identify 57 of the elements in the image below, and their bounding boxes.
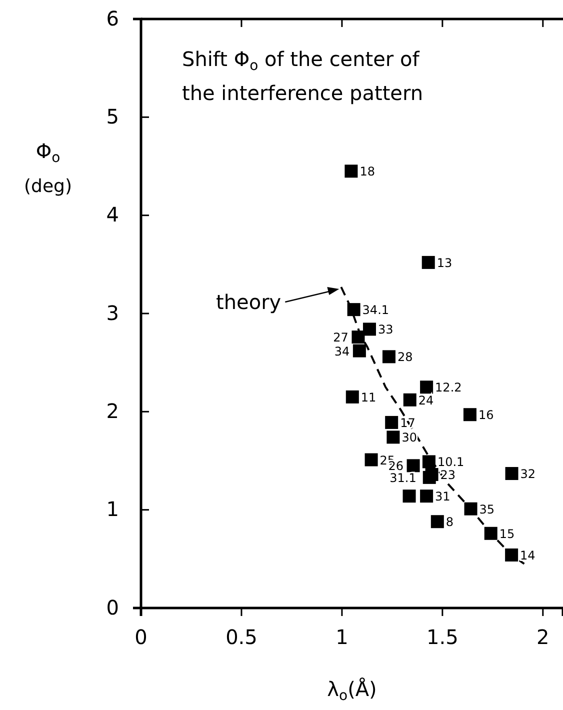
annotation: 18	[360, 164, 375, 179]
point	[385, 416, 398, 429]
y-tick-label: 5	[106, 104, 119, 129]
point	[420, 380, 434, 394]
annotation: theory	[216, 290, 282, 314]
annotation: 24	[418, 393, 434, 408]
y-tick-label: 0	[106, 595, 119, 620]
x-tick-label: 1.5	[426, 625, 458, 650]
y-tick-label: 1	[106, 497, 119, 522]
annotation: 31	[435, 490, 450, 504]
annotation: 10.1	[437, 455, 464, 470]
x-tick-label: 0	[134, 625, 148, 650]
annotation: 16	[478, 408, 494, 422]
point	[362, 322, 376, 336]
annotation: 34	[334, 344, 350, 358]
annotation: 11	[360, 390, 376, 404]
annotation: 13	[436, 256, 452, 270]
y-tick-label: 4	[106, 202, 119, 227]
annotation: 30	[402, 430, 417, 445]
point	[352, 330, 365, 344]
y-axis-title: Φ$_{o}$ (deg)	[24, 139, 72, 197]
x-axis-title: λ$_{o}$(Å)	[327, 677, 377, 704]
point	[352, 344, 366, 358]
annotation: 15	[499, 526, 515, 541]
annotation: 12.2	[435, 380, 462, 395]
point	[344, 164, 358, 178]
text: Shift Φ$_{o}$ of the center of the interference pattern	[182, 47, 424, 105]
annotation: 31.1	[390, 470, 416, 485]
annotation: 14	[520, 548, 536, 562]
point	[422, 256, 435, 269]
annotation: 35	[479, 502, 495, 516]
point	[382, 350, 396, 364]
x-tick-label: 1	[336, 625, 348, 650]
point	[347, 303, 360, 316]
y-tick-label: 6	[106, 6, 119, 30]
annotation: 34.1	[362, 303, 390, 318]
point	[386, 430, 400, 444]
annotation: 33	[378, 322, 394, 337]
point	[505, 467, 518, 480]
y-tick-label: 3	[106, 300, 119, 325]
annotation: 28	[397, 350, 413, 364]
annotation: 8	[446, 515, 454, 530]
point	[403, 393, 416, 406]
x-tick-label: 2	[536, 625, 550, 650]
annotation: 32	[520, 467, 536, 482]
point	[430, 515, 444, 528]
point	[422, 470, 436, 484]
point	[346, 390, 359, 404]
x-tick-label: 0.5	[226, 625, 258, 650]
point	[463, 408, 476, 422]
point	[420, 490, 434, 503]
point	[406, 459, 420, 472]
annotation: 27	[333, 330, 348, 345]
point	[364, 453, 378, 466]
point	[402, 490, 416, 503]
y-tick-label: 2	[106, 399, 119, 424]
point	[422, 455, 436, 468]
